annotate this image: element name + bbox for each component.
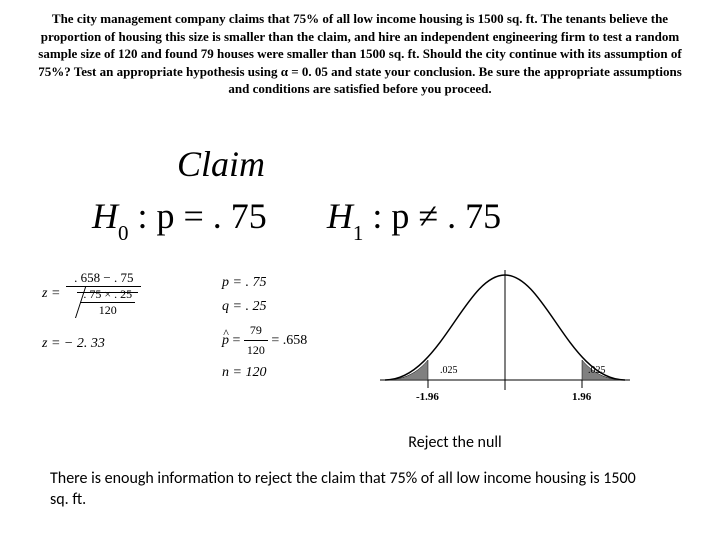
conclusion-sentence: There is enough information to reject th… [50, 468, 650, 511]
hypothesis-alt: H1 : p ≠ . 75 [327, 195, 501, 242]
right-tail-label: .025 [588, 365, 606, 376]
z-calculation: z = . 658 − . 75 . 75 × . 25 120 z = − 2… [42, 270, 141, 352]
question-text: The city management company claims that … [0, 0, 720, 98]
reject-null: Reject the null [260, 432, 650, 454]
given-values: p = . 75 q = . 25 p = 79 120 = .658 n = … [222, 270, 307, 387]
given-n: n = 120 [222, 362, 307, 384]
h0-expr: : p = . 75 [129, 196, 267, 236]
normal-curve: .025 .025 -1.96 1.96 [370, 260, 640, 420]
phat-value: = .658 [268, 333, 307, 348]
hypothesis-null: H0 : p = . 75 [92, 195, 267, 242]
z-result: z = − 2. 33 [42, 336, 141, 352]
conclusion-block: Reject the null There is enough informat… [50, 432, 650, 511]
phat-num: 79 [244, 321, 268, 341]
given-phat: p = 79 120 = .658 [222, 321, 307, 360]
claim-label: Claim [177, 143, 265, 185]
h1-sub: 1 [353, 221, 364, 245]
crit-right-label: 1.96 [572, 391, 592, 403]
phat-symbol: p [222, 333, 229, 348]
crit-left-label: -1.96 [416, 391, 439, 403]
h1-expr: : p ≠ . 75 [363, 196, 501, 236]
z-den-num: . 75 × . 25 [80, 287, 135, 303]
z-eq-label: z = [42, 286, 60, 302]
hypotheses: H0 : p = . 75 H1 : p ≠ . 75 [92, 195, 501, 242]
left-tail-label: .025 [440, 365, 458, 376]
given-q: q = . 25 [222, 296, 307, 318]
z-den-den: 120 [80, 303, 135, 318]
phat-eq: = [229, 333, 244, 348]
h1-sym: H [327, 196, 353, 236]
z-numerator: . 658 − . 75 [66, 270, 141, 287]
h0-sym: H [92, 196, 118, 236]
given-p: p = . 75 [222, 272, 307, 294]
phat-den: 120 [244, 341, 268, 360]
h0-sub: 0 [118, 221, 129, 245]
